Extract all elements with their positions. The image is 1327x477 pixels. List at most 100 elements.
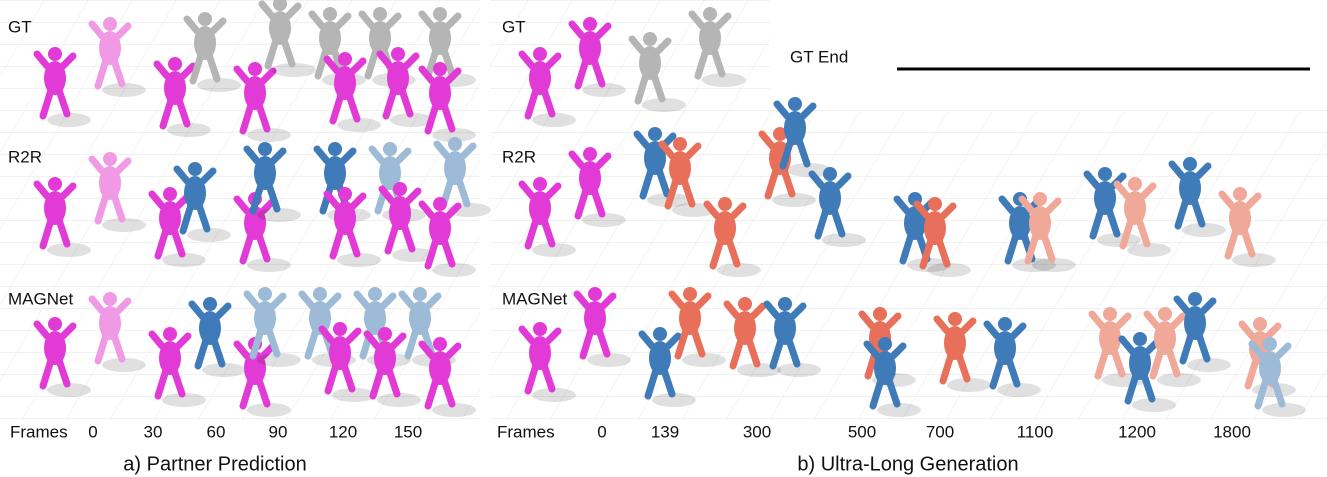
frame-number: 60: [207, 422, 226, 441]
head: [718, 197, 732, 211]
head: [583, 147, 597, 161]
head: [1133, 332, 1147, 346]
torso: [199, 311, 221, 345]
torso: [699, 21, 721, 55]
torso: [639, 46, 661, 80]
head: [788, 97, 802, 111]
torso: [529, 336, 551, 370]
torso: [184, 176, 206, 210]
head: [673, 137, 687, 151]
torso: [1229, 201, 1251, 235]
torso: [444, 151, 466, 185]
torso: [194, 26, 216, 60]
head: [338, 52, 352, 66]
head: [258, 142, 272, 156]
head: [948, 312, 962, 326]
torso: [429, 21, 451, 55]
head: [433, 197, 447, 211]
head: [103, 152, 117, 166]
torso: [429, 211, 451, 245]
torso: [819, 181, 841, 215]
torso: [784, 111, 806, 145]
torso: [1179, 171, 1201, 205]
frame-number: 30: [144, 422, 163, 441]
frames-label: Frames: [497, 422, 555, 441]
torso: [99, 306, 121, 340]
torso: [269, 11, 291, 45]
head: [163, 327, 177, 341]
figure: GT End GTR2RMAGNetGTR2RMAGNetFrames03060…: [0, 0, 1327, 477]
gt-end-label: GT End: [790, 47, 848, 66]
torso: [529, 61, 551, 95]
torso: [99, 31, 121, 65]
head: [198, 12, 212, 26]
torso: [387, 61, 409, 95]
head: [778, 297, 792, 311]
torso: [774, 311, 796, 345]
torso: [944, 326, 966, 360]
head: [103, 17, 117, 31]
head: [413, 287, 427, 301]
torso: [1129, 346, 1151, 380]
torso: [334, 66, 356, 100]
head: [188, 162, 202, 176]
torso: [714, 211, 736, 245]
head: [383, 142, 397, 156]
head: [533, 47, 547, 61]
torso: [159, 341, 181, 375]
head: [368, 287, 382, 301]
head: [433, 337, 447, 351]
torso: [924, 211, 946, 245]
torso: [579, 161, 601, 195]
head: [333, 322, 347, 336]
head: [653, 327, 667, 341]
frame-number: 1200: [1118, 422, 1156, 441]
torso: [164, 71, 186, 105]
head: [48, 177, 62, 191]
torso: [579, 31, 601, 65]
head: [328, 142, 342, 156]
head: [203, 297, 217, 311]
head: [1233, 187, 1247, 201]
torso: [324, 156, 346, 190]
torso: [254, 156, 276, 190]
torso: [244, 76, 266, 110]
row-label: MAGNet: [502, 289, 567, 308]
torso: [369, 21, 391, 55]
head: [1098, 167, 1112, 181]
frame-number: 1800: [1213, 422, 1251, 441]
head: [703, 7, 717, 21]
head: [48, 47, 62, 61]
torso: [1029, 206, 1051, 240]
head: [48, 317, 62, 331]
head: [823, 167, 837, 181]
head: [683, 287, 697, 301]
row-label: GT: [8, 17, 32, 36]
torso: [649, 341, 671, 375]
frame-number: 0: [88, 422, 97, 441]
torso: [874, 351, 896, 385]
head: [648, 127, 662, 141]
head: [873, 307, 887, 321]
head: [1158, 307, 1172, 321]
torso: [669, 151, 691, 185]
caption: b) Ultra-Long Generation: [797, 453, 1018, 475]
frame-number: 300: [743, 422, 771, 441]
torso: [1154, 321, 1176, 355]
head: [391, 47, 405, 61]
torso: [319, 21, 341, 55]
head: [433, 62, 447, 76]
head: [163, 187, 177, 201]
head: [1188, 292, 1202, 306]
row-label: GT: [502, 17, 526, 36]
torso: [254, 301, 276, 335]
torso: [44, 61, 66, 95]
head: [878, 337, 892, 351]
head: [583, 17, 597, 31]
head: [1103, 307, 1117, 321]
head: [1253, 317, 1267, 331]
torso: [1259, 351, 1281, 385]
frame-number: 150: [394, 422, 422, 441]
head: [373, 7, 387, 21]
torso: [334, 201, 356, 235]
